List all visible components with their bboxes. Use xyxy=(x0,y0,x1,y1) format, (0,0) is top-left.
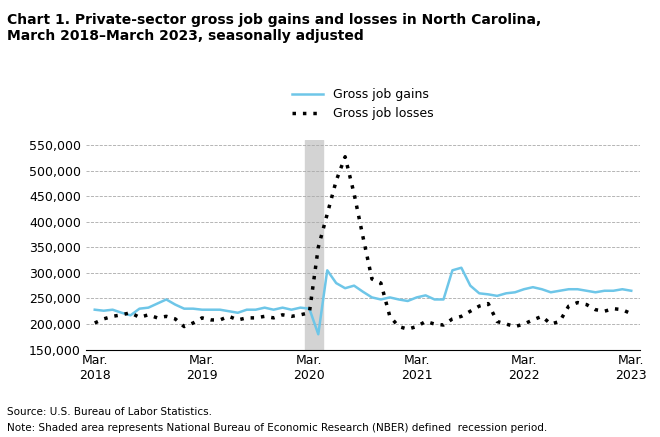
Legend: Gross job gains, Gross job losses: Gross job gains, Gross job losses xyxy=(287,83,439,125)
Text: Chart 1. Private-sector gross job gains and losses in North Carolina,
March 2018: Chart 1. Private-sector gross job gains … xyxy=(7,13,541,43)
Text: Source: U.S. Bureau of Labor Statistics.: Source: U.S. Bureau of Labor Statistics. xyxy=(7,407,212,417)
Bar xyxy=(305,140,323,350)
Text: Note: Shaded area represents National Bureau of Economic Research (NBER) defined: Note: Shaded area represents National Bu… xyxy=(7,423,547,433)
